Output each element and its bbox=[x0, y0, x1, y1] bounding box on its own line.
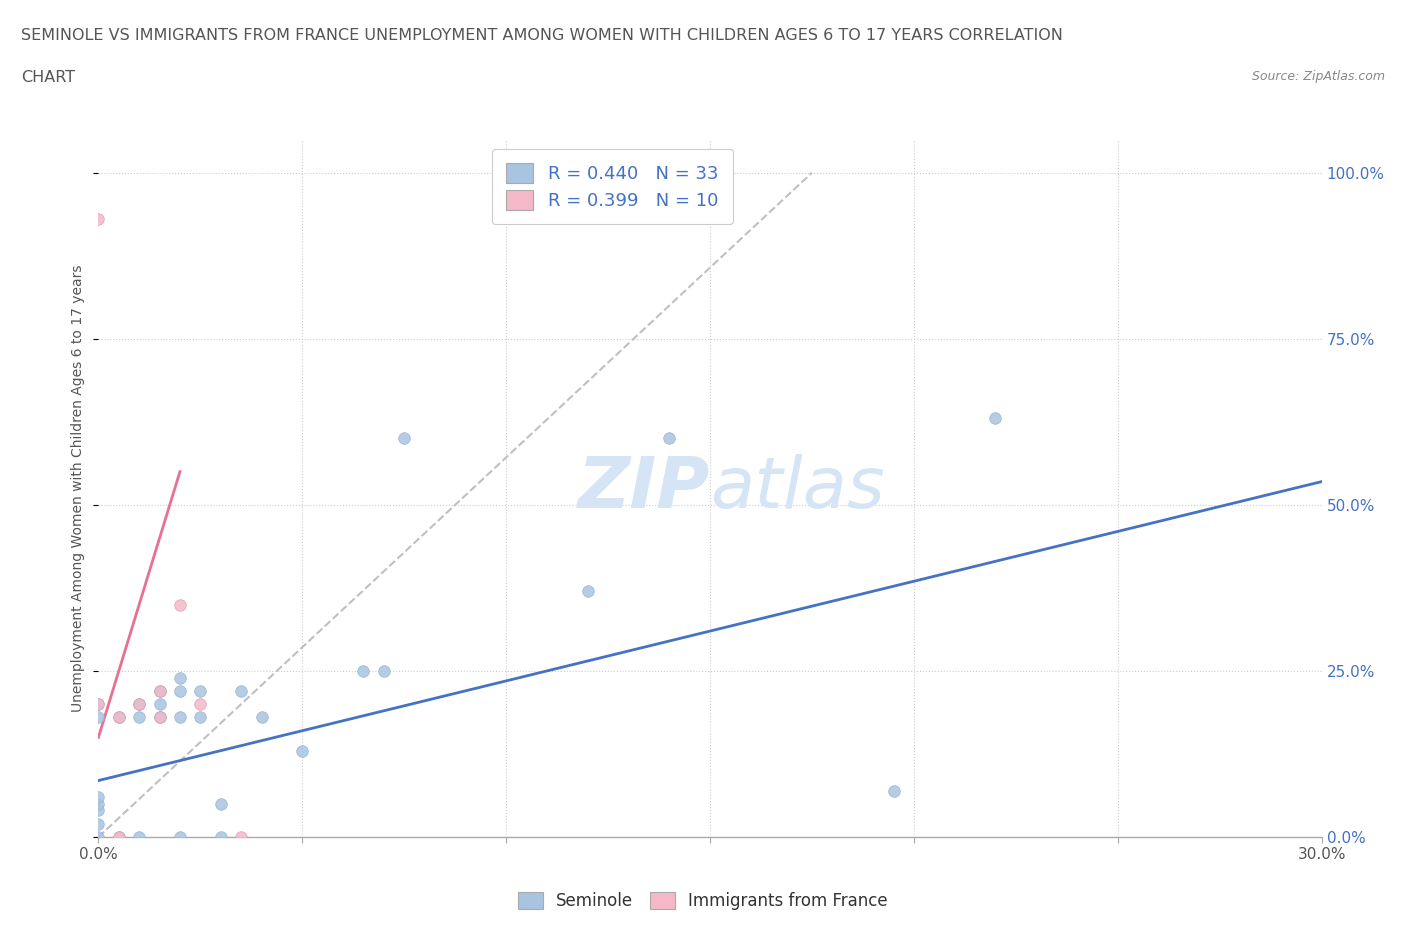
Legend: Seminole, Immigrants from France: Seminole, Immigrants from France bbox=[512, 885, 894, 917]
Point bbox=[87, 212, 110, 227]
Point bbox=[209, 830, 232, 844]
Point bbox=[392, 431, 416, 445]
Text: ZIP: ZIP bbox=[578, 454, 710, 523]
Point bbox=[87, 790, 110, 804]
Point bbox=[188, 697, 212, 711]
Point bbox=[352, 663, 374, 678]
Point bbox=[87, 697, 110, 711]
Point bbox=[984, 411, 1007, 426]
Point bbox=[169, 671, 191, 685]
Point bbox=[576, 584, 599, 599]
Point bbox=[231, 684, 253, 698]
Point bbox=[149, 684, 172, 698]
Text: SEMINOLE VS IMMIGRANTS FROM FRANCE UNEMPLOYMENT AMONG WOMEN WITH CHILDREN AGES 6: SEMINOLE VS IMMIGRANTS FROM FRANCE UNEMP… bbox=[21, 28, 1063, 43]
Point bbox=[128, 697, 150, 711]
Point bbox=[108, 710, 131, 724]
Text: CHART: CHART bbox=[21, 70, 75, 85]
Text: Source: ZipAtlas.com: Source: ZipAtlas.com bbox=[1251, 70, 1385, 83]
Point bbox=[658, 431, 681, 445]
Point bbox=[149, 710, 172, 724]
Y-axis label: Unemployment Among Women with Children Ages 6 to 17 years: Unemployment Among Women with Children A… bbox=[70, 264, 84, 712]
Point bbox=[87, 803, 110, 817]
Point bbox=[231, 830, 253, 844]
Point bbox=[149, 697, 172, 711]
Point bbox=[87, 796, 110, 811]
Text: atlas: atlas bbox=[710, 454, 884, 523]
Point bbox=[169, 684, 191, 698]
Point bbox=[169, 830, 191, 844]
Legend: R = 0.440   N = 33, R = 0.399   N = 10: R = 0.440 N = 33, R = 0.399 N = 10 bbox=[492, 149, 733, 224]
Point bbox=[188, 684, 212, 698]
Point bbox=[87, 697, 110, 711]
Point bbox=[108, 710, 131, 724]
Point bbox=[291, 743, 314, 758]
Point bbox=[87, 710, 110, 724]
Point bbox=[128, 710, 150, 724]
Point bbox=[128, 697, 150, 711]
Point bbox=[250, 710, 273, 724]
Point bbox=[169, 710, 191, 724]
Point bbox=[209, 796, 232, 811]
Point bbox=[883, 783, 905, 798]
Point bbox=[149, 710, 172, 724]
Point bbox=[149, 684, 172, 698]
Point bbox=[188, 710, 212, 724]
Point bbox=[373, 663, 395, 678]
Point bbox=[169, 597, 191, 612]
Point bbox=[87, 830, 110, 844]
Point bbox=[128, 830, 150, 844]
Point bbox=[87, 817, 110, 831]
Point bbox=[108, 830, 131, 844]
Point bbox=[108, 830, 131, 844]
